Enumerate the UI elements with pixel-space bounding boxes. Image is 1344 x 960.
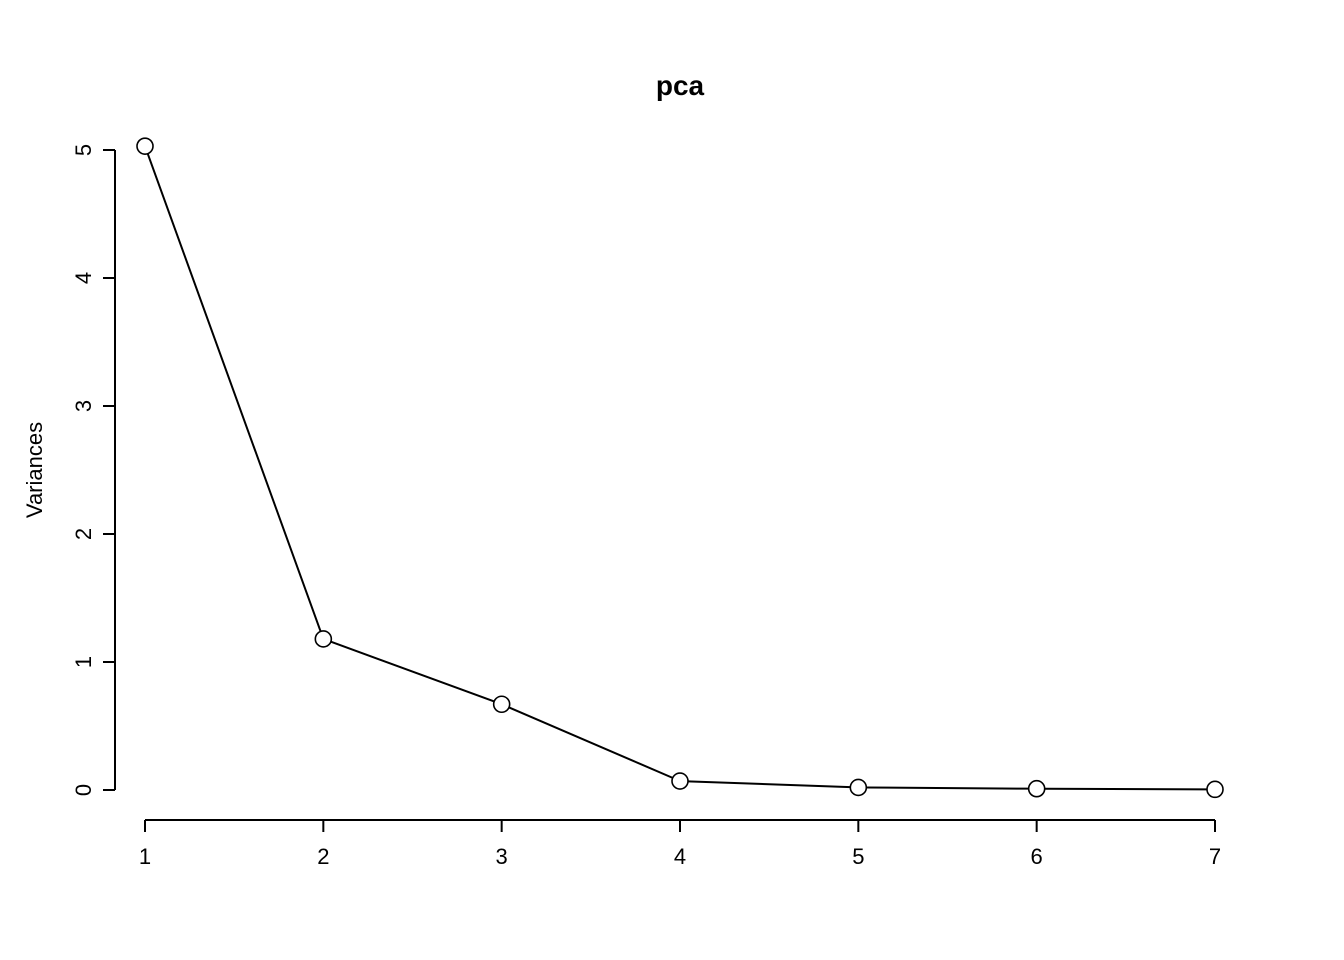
data-point — [672, 773, 688, 789]
y-tick-label: 0 — [71, 784, 96, 796]
x-tick-label: 2 — [317, 844, 329, 869]
y-axis-tick-labels: 0 1 2 3 4 5 — [71, 144, 96, 796]
data-point — [1207, 781, 1223, 797]
y-tick-label: 3 — [71, 400, 96, 412]
data-markers — [137, 138, 1223, 797]
y-axis-ticks — [103, 150, 115, 790]
y-tick-label: 1 — [71, 656, 96, 668]
y-axis-label: Variances — [22, 422, 47, 518]
data-point — [137, 138, 153, 154]
x-axis-ticks — [145, 820, 1215, 832]
axes — [115, 150, 1215, 820]
y-tick-label: 5 — [71, 144, 96, 156]
data-point — [315, 631, 331, 647]
x-tick-label: 6 — [1031, 844, 1043, 869]
y-tick-label: 2 — [71, 528, 96, 540]
data-point — [1029, 781, 1045, 797]
data-line — [148, 154, 1207, 790]
x-tick-label: 3 — [496, 844, 508, 869]
x-axis-tick-labels: 1 2 3 4 5 6 7 — [139, 844, 1221, 869]
pca-scree-chart: pca Variances 1 2 3 4 5 6 7 0 1 2 3 4 5 — [0, 0, 1344, 960]
data-point — [850, 779, 866, 795]
x-tick-label: 5 — [852, 844, 864, 869]
x-tick-label: 7 — [1209, 844, 1221, 869]
data-point — [494, 696, 510, 712]
x-tick-label: 1 — [139, 844, 151, 869]
x-tick-label: 4 — [674, 844, 686, 869]
chart-title: pca — [656, 70, 705, 101]
y-tick-label: 4 — [71, 272, 96, 284]
